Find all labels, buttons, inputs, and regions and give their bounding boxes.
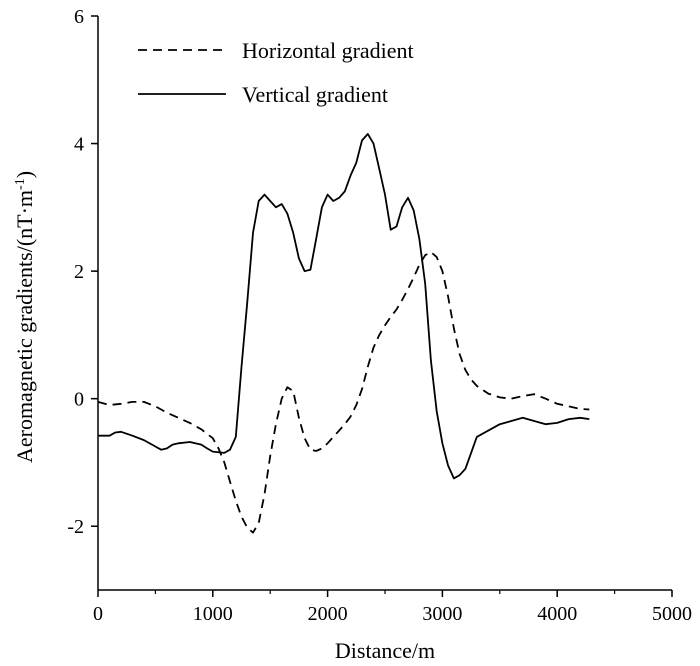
x-tick-label: 2000 [308,603,348,625]
x-tick-label: 5000 [652,603,692,625]
x-tick-label: 3000 [422,603,462,625]
y-axis-title-close: ) [12,171,37,178]
horizontal-gradient-line [97,251,590,534]
y-tick-label: 6 [74,6,84,28]
y-axis-title: Aeromagnetic gradients/(nT·m-1) [12,171,37,463]
legend-label: Vertical gradient [242,82,388,107]
y-tick-label: -2 [67,516,84,538]
y-tick-label: 2 [74,261,84,283]
vertical-gradient-line [98,133,590,480]
y-tick-label: 4 [74,134,84,156]
x-tick-label: 0 [93,603,103,625]
x-tick-label: 4000 [537,603,577,625]
x-axis-title: Distance/m [335,638,435,663]
legend-label: Horizontal gradient [242,38,414,63]
y-axis-title-unit-exponent: -1 [13,178,28,190]
plot-area [97,133,590,534]
axes: 0 1000 2000 3000 4000 5000 -2 0 2 4 6 [67,6,692,625]
legend: Horizontal gradient Vertical gradient [138,38,414,107]
x-tick-label: 1000 [193,603,233,625]
y-axis-title-main: Aeromagnetic gradients/(nT·m [12,190,37,463]
y-tick-label: 0 [74,389,84,411]
